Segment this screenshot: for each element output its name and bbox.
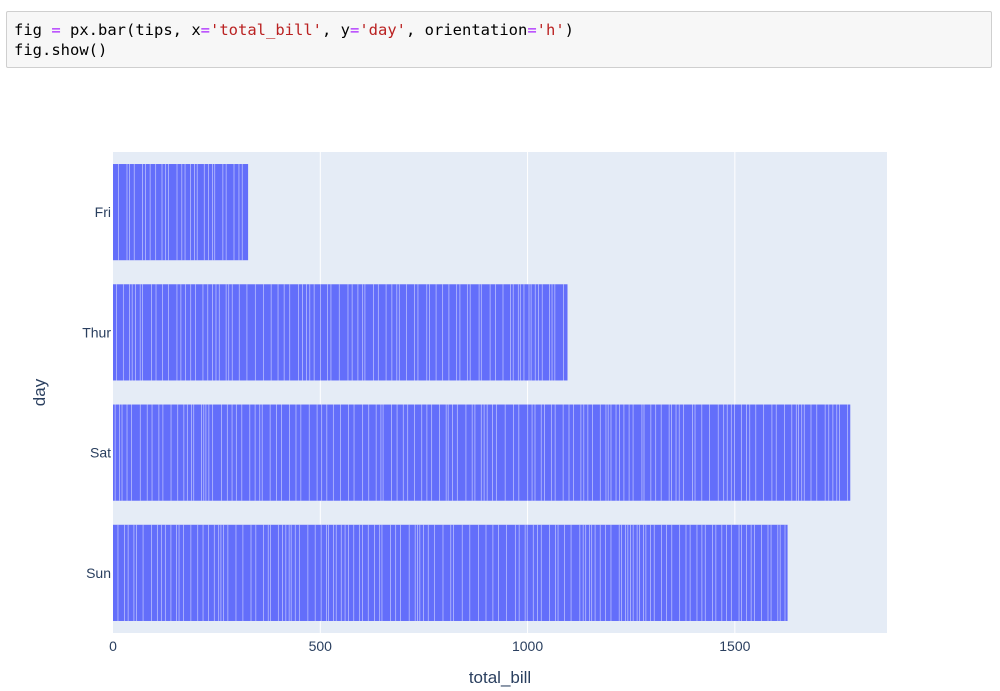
code-token: 'h' <box>536 21 565 39</box>
bar-sun <box>113 524 788 621</box>
code-token: ) <box>564 21 575 39</box>
x-tick-label: 0 <box>109 638 117 654</box>
x-axis-title: total_bill <box>469 668 531 687</box>
code-token: , y <box>321 21 350 39</box>
y-tick-label: Sun <box>86 565 111 581</box>
code-token: 'total_bill' <box>210 21 322 39</box>
code-line-2: fig.show() <box>14 41 108 59</box>
bar-thur <box>113 284 568 381</box>
code-token: = <box>527 21 537 39</box>
code-token: = <box>51 21 61 39</box>
code-token: = <box>200 21 210 39</box>
bar-fri <box>113 164 249 261</box>
x-tick-label: 1000 <box>512 638 543 654</box>
x-tick-label: 1500 <box>719 638 750 654</box>
code-token: = <box>349 21 360 39</box>
x-tick-label: 500 <box>309 638 333 654</box>
code-cell[interactable]: fig = px.bar(tips, x='total_bill', y='da… <box>6 11 992 68</box>
y-tick-label: Thur <box>82 324 111 340</box>
y-tick-label: Sat <box>90 445 111 461</box>
code-token: 'day' <box>359 21 406 39</box>
code-token: , orientation <box>406 21 528 39</box>
y-axis-title: day <box>30 378 49 406</box>
y-tick-label: Fri <box>95 204 111 220</box>
code-token: px.bar(tips, x <box>60 21 201 39</box>
code-line-1: fig = px.bar(tips, x='total_bill', y='da… <box>14 20 984 40</box>
code-token: fig <box>14 21 52 39</box>
